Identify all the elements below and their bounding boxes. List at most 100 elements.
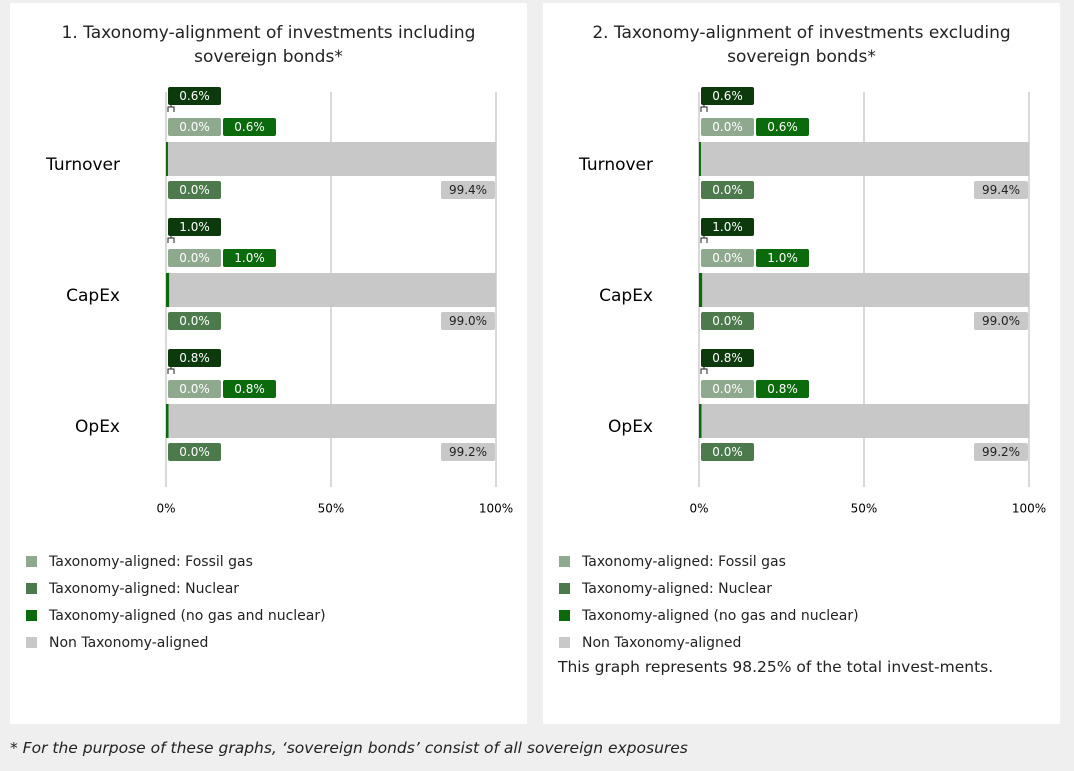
bar-segment bbox=[166, 404, 169, 438]
label-box bbox=[701, 87, 754, 105]
legend-label: Non Taxonomy-aligned bbox=[582, 634, 742, 651]
data-label: 0.6% bbox=[234, 120, 265, 134]
legend-item: Non Taxonomy-aligned bbox=[559, 629, 859, 656]
legend-swatch bbox=[559, 583, 570, 594]
label-box bbox=[756, 118, 809, 136]
data-label: 0.0% bbox=[712, 251, 743, 265]
label-box bbox=[756, 380, 809, 398]
legend: Taxonomy-aligned: Fossil gas Taxonomy-ali… bbox=[26, 548, 326, 656]
footnote: * For the purpose of these graphs, ‘sove… bbox=[10, 739, 688, 757]
data-label: 0.0% bbox=[179, 120, 210, 134]
label-box bbox=[223, 118, 276, 136]
data-label: 0.0% bbox=[179, 183, 210, 197]
x-tick-label: 50% bbox=[318, 502, 345, 516]
data-label: 0.8% bbox=[767, 382, 798, 396]
label-box bbox=[168, 118, 221, 136]
legend-label: Taxonomy-aligned: Fossil gas bbox=[582, 553, 786, 570]
label-box bbox=[168, 312, 221, 330]
data-label: 0.8% bbox=[712, 351, 743, 365]
bar-segment bbox=[699, 142, 701, 176]
label-box bbox=[168, 181, 221, 199]
chart: 0% 50% 100% Turnover 0.6% 0.0% 0.6% 0.0% 99.4% Ca… bbox=[578, 87, 1046, 516]
data-label: 0.0% bbox=[179, 251, 210, 265]
legend-item: Taxonomy-aligned: Nuclear bbox=[26, 575, 326, 602]
label-box bbox=[701, 249, 754, 267]
legend-swatch bbox=[559, 556, 570, 567]
data-label: 0.0% bbox=[179, 382, 210, 396]
label-box bbox=[168, 349, 221, 367]
label-box bbox=[701, 181, 754, 199]
chart-title: 2. Taxonomy-alignment of investments exc… bbox=[592, 23, 1011, 67]
label-box bbox=[168, 87, 221, 105]
label-box bbox=[441, 312, 495, 330]
bar-segment bbox=[702, 273, 1029, 307]
legend-label: Non Taxonomy-aligned bbox=[49, 634, 209, 651]
x-tick-label: 0% bbox=[156, 502, 175, 516]
label-box bbox=[168, 218, 221, 236]
connector bbox=[700, 105, 708, 112]
legend-swatch bbox=[559, 637, 570, 648]
label-box bbox=[223, 380, 276, 398]
data-label: 1.0% bbox=[712, 220, 743, 234]
data-label: 1.0% bbox=[234, 251, 265, 265]
legend-item: Taxonomy-aligned (no gas and nuclear) bbox=[559, 602, 859, 629]
data-label: 99.4% bbox=[449, 183, 487, 197]
legend-item: Taxonomy-aligned (no gas and nuclear) bbox=[26, 602, 326, 629]
data-label: 1.0% bbox=[179, 220, 210, 234]
chart-panel: 2. Taxonomy-alignment of investments exc… bbox=[543, 3, 1060, 724]
label-box bbox=[701, 118, 754, 136]
chart-title: 1. Taxonomy-alignment of investments inc… bbox=[61, 23, 476, 67]
legend-label: Taxonomy-aligned: Fossil gas bbox=[49, 553, 253, 570]
x-tick-label: 100% bbox=[479, 502, 513, 516]
legend-label: Taxonomy-aligned: Nuclear bbox=[582, 580, 773, 597]
data-label: 0.6% bbox=[767, 120, 798, 134]
note: This graph represents 98.25% of the tota… bbox=[558, 658, 994, 676]
x-tick-label: 0% bbox=[689, 502, 708, 516]
data-label: 0.6% bbox=[179, 89, 210, 103]
data-label: 0.8% bbox=[179, 351, 210, 365]
bar-segment bbox=[699, 273, 703, 307]
x-tick-label: 100% bbox=[1012, 502, 1046, 516]
legend-label: Taxonomy-aligned (no gas and nuclear) bbox=[49, 607, 326, 624]
label-box bbox=[441, 443, 495, 461]
category-label: Turnover bbox=[45, 155, 120, 175]
label-box bbox=[974, 181, 1028, 199]
data-label: 0.6% bbox=[712, 89, 743, 103]
data-label: 0.0% bbox=[712, 120, 743, 134]
legend-item: Taxonomy-aligned: Nuclear bbox=[559, 575, 859, 602]
bar-segment bbox=[169, 273, 497, 307]
connector bbox=[700, 367, 708, 374]
category-label: Turnover bbox=[578, 155, 653, 175]
bar-segment bbox=[699, 404, 702, 438]
data-label: 99.0% bbox=[449, 314, 487, 328]
data-label: 0.8% bbox=[234, 382, 265, 396]
connector bbox=[167, 367, 175, 374]
data-label: 99.4% bbox=[982, 183, 1020, 197]
legend-swatch bbox=[26, 637, 37, 648]
category-label: CapEx bbox=[66, 286, 120, 306]
label-box bbox=[223, 249, 276, 267]
data-label: 0.0% bbox=[179, 445, 210, 459]
legend-item: Non Taxonomy-aligned bbox=[26, 629, 326, 656]
label-box bbox=[168, 443, 221, 461]
bar-segment bbox=[168, 404, 496, 438]
x-tick-label: 50% bbox=[851, 502, 878, 516]
bar-segment bbox=[166, 142, 168, 176]
connector bbox=[167, 105, 175, 112]
label-box bbox=[701, 349, 754, 367]
label-box bbox=[974, 443, 1028, 461]
data-label: 0.0% bbox=[712, 183, 743, 197]
chart: 0% 50% 100% Turnover 0.6% 0.0% 0.6% 0.0% 99.4% Ca… bbox=[45, 87, 513, 516]
label-box bbox=[701, 312, 754, 330]
legend-swatch bbox=[559, 610, 570, 621]
legend-label: Taxonomy-aligned (no gas and nuclear) bbox=[582, 607, 859, 624]
label-box bbox=[168, 380, 221, 398]
data-label: 0.0% bbox=[712, 445, 743, 459]
legend: Taxonomy-aligned: Fossil gas Taxonomy-ali… bbox=[559, 548, 859, 656]
label-box bbox=[701, 380, 754, 398]
data-label: 0.0% bbox=[712, 314, 743, 328]
category-label: OpEx bbox=[608, 417, 653, 437]
data-label: 99.2% bbox=[982, 445, 1020, 459]
connector bbox=[700, 236, 708, 243]
